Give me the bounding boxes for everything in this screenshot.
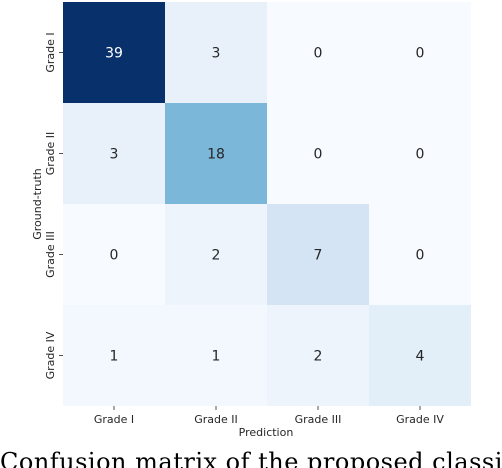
cell-value-labels: 39 3 0 0 3 18 0 0 0 2 7 0 1 1 2 4 xyxy=(105,46,424,365)
y-tick-label: Grade III xyxy=(44,231,57,278)
cell-value-label: 3 xyxy=(212,46,221,62)
cell-value-label: 0 xyxy=(314,147,323,163)
x-tick-label: Grade II xyxy=(194,413,238,426)
heatmap-cell xyxy=(267,2,369,103)
x-tick-label: Grade IV xyxy=(396,413,444,426)
heatmap-cell xyxy=(165,103,267,204)
heatmap-cell xyxy=(267,103,369,204)
cell-value-label: 4 xyxy=(416,349,425,365)
heatmap-cell xyxy=(267,204,369,305)
heatmap-cell xyxy=(63,2,165,103)
cell-value-label: 1 xyxy=(212,349,221,365)
heatmap-cell xyxy=(165,204,267,305)
cell-value-label: 3 xyxy=(110,147,119,163)
y-axis-ticks: Grade I Grade II Grade III Grade IV xyxy=(44,32,63,379)
cell-value-label: 18 xyxy=(207,147,225,163)
heatmap-cell xyxy=(369,305,471,406)
heatmap-cells xyxy=(63,2,471,406)
heatmap-cell xyxy=(63,204,165,305)
x-tick-label: Grade III xyxy=(295,413,342,426)
x-tick-label: Grade I xyxy=(94,413,134,426)
heatmap-cell xyxy=(165,305,267,406)
x-axis-label: Prediction xyxy=(239,426,294,439)
cell-value-label: 2 xyxy=(212,248,221,264)
cell-value-label: 0 xyxy=(416,147,425,163)
heatmap-cell xyxy=(63,305,165,406)
cell-value-label: 0 xyxy=(416,46,425,62)
heatmap-cell xyxy=(267,305,369,406)
y-tick-label: Grade IV xyxy=(44,331,57,379)
heatmap-cell xyxy=(369,2,471,103)
y-tick-label: Grade I xyxy=(44,32,57,72)
y-tick-label: Grade II xyxy=(44,132,57,176)
heatmap-cell xyxy=(369,204,471,305)
cell-value-label: 2 xyxy=(314,349,323,365)
y-axis-label: Ground-truth xyxy=(31,168,44,240)
heatmap-cell xyxy=(165,2,267,103)
confusion-matrix-figure: 39 3 0 03 18 0 00 2 7 01 1 2 4 Grade I Grade II Grade … xyxy=(31,2,471,439)
x-axis-ticks: Grade I Grade II Grade III Grade IV xyxy=(94,406,444,426)
cell-value-label: 7 xyxy=(314,248,323,264)
cell-value-label: 1 xyxy=(110,349,119,365)
cell-value-label: 0 xyxy=(110,248,119,264)
cell-value-label: 39 xyxy=(105,46,123,62)
cell-value-label: 0 xyxy=(416,248,425,264)
figure-caption: Confusion matrix of the proposed classif… xyxy=(0,450,502,468)
cell-value-label: 0 xyxy=(314,46,323,62)
heatmap-cell xyxy=(63,103,165,204)
heatmap-cell xyxy=(369,103,471,204)
